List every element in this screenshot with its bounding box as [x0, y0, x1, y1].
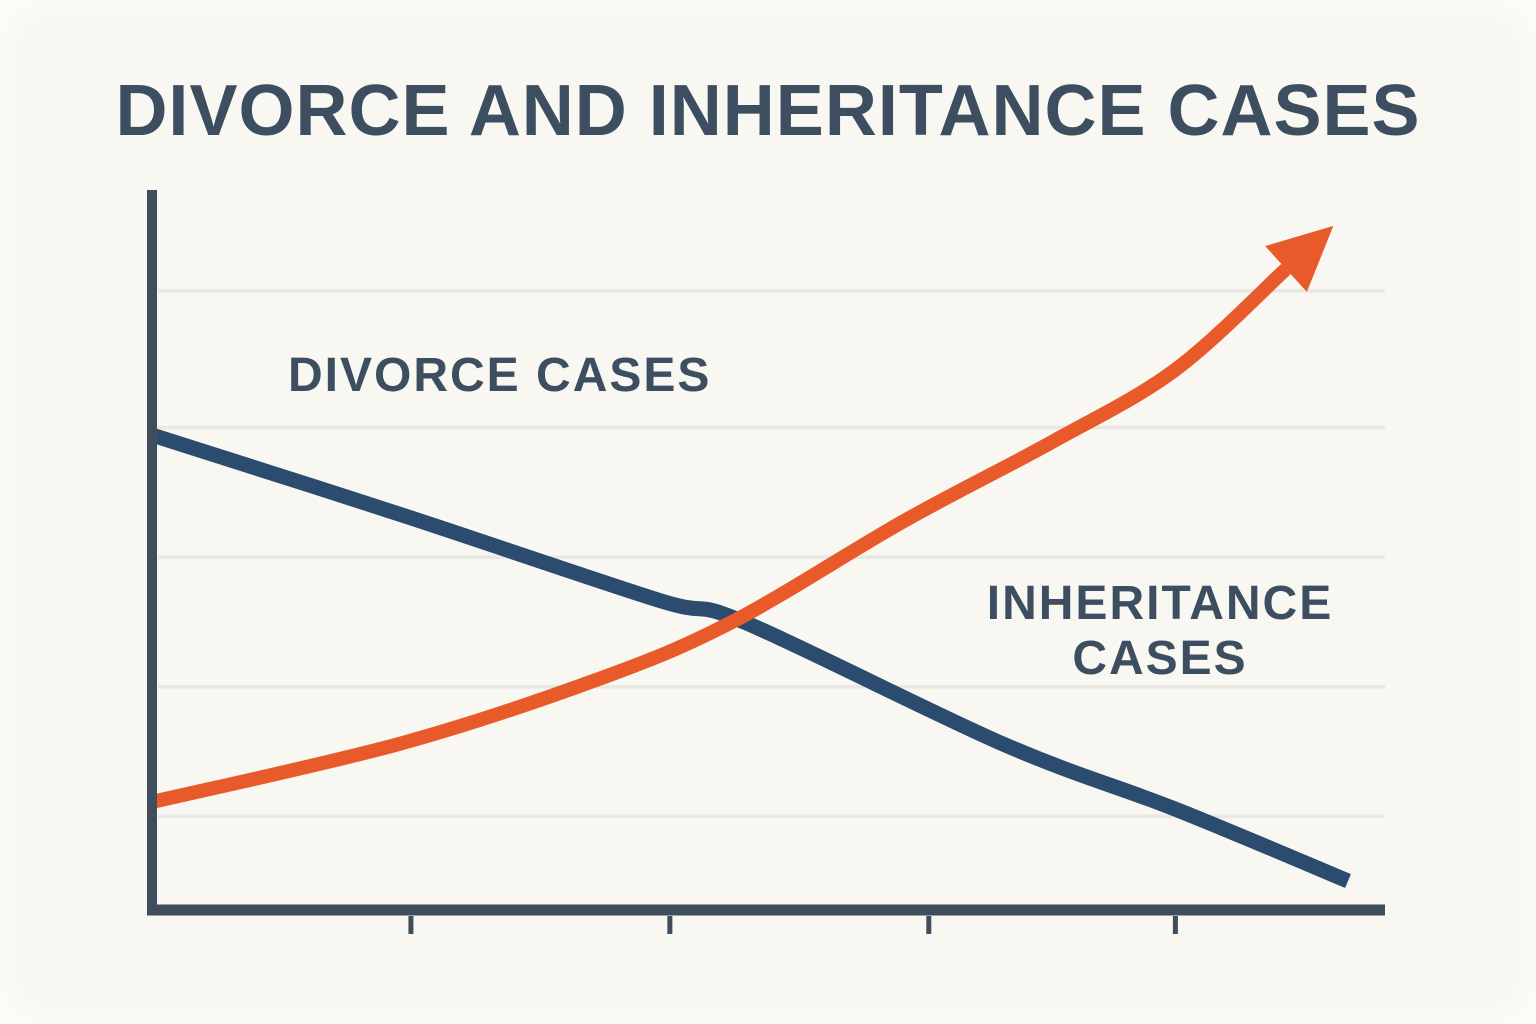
arrow-head-icon — [1265, 225, 1334, 292]
inheritance-label-line2: CASES — [1072, 632, 1248, 686]
inheritance-series-label: INHERITANCE CASES — [950, 576, 1370, 686]
inheritance-line — [150, 263, 1291, 809]
inheritance-label-line1: INHERITANCE — [986, 577, 1334, 630]
chart-title: DIVORCE AND INHERITANCE CASES — [115, 71, 1421, 151]
divorce-series-label: DIVORCE CASES — [288, 349, 712, 402]
